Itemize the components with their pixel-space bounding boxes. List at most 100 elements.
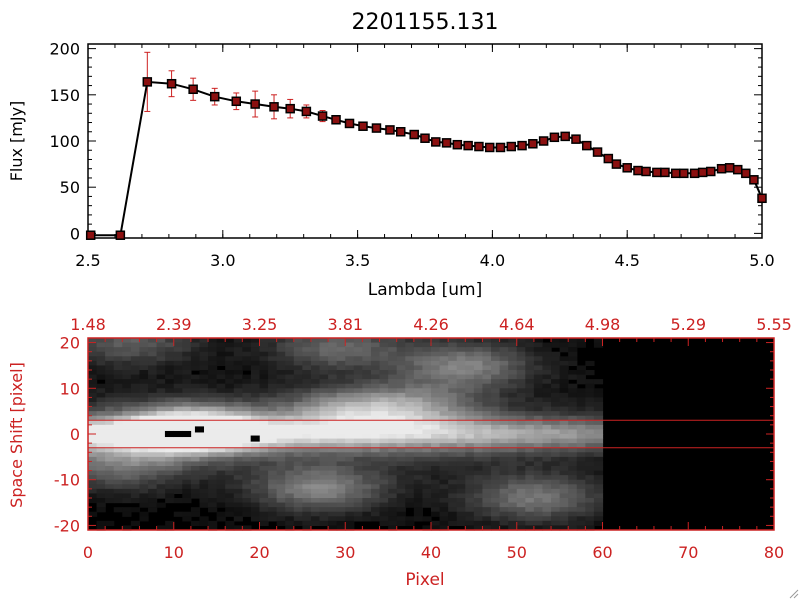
image-pixel [182,493,192,499]
image-pixel [268,392,278,399]
image-pixel [148,466,158,472]
image-pixel [525,397,535,403]
image-pixel [576,447,586,453]
image-pixel [96,493,106,499]
data-point [732,164,743,175]
image-pixel [388,338,398,344]
image-pixel [208,456,218,463]
image-pixel [216,383,226,389]
image-pixel [208,347,218,353]
image-pixel [388,356,398,362]
image-pixel [250,479,261,485]
image-pixel [413,379,424,385]
image-pixel [456,466,466,472]
image-pixel [276,456,286,463]
resize-grip-icon[interactable] [789,589,799,599]
image-pixel [96,342,106,348]
image-pixel [559,392,569,399]
image-pixel [208,374,218,380]
image-pixel [465,406,475,412]
image-pixel [499,402,509,408]
image-pixel [353,374,363,380]
image-pixel [208,342,218,348]
image-pixel [345,392,355,399]
image-pixel [113,452,123,458]
image-pixel [568,429,578,435]
image-pixel [208,470,218,476]
image-pixel [259,406,269,412]
image-pixel [259,484,269,490]
image-pixel [482,370,492,376]
image-pixel [250,356,261,362]
image-pixel [259,429,269,435]
image-pixel [345,342,355,348]
image-pixel [96,438,106,444]
image-pixel [516,484,526,490]
x-tick-label: 4.5 [614,251,639,270]
image-pixel [285,424,295,431]
image-pixel [225,347,235,353]
image-pixel [88,356,98,362]
image-pixel [113,429,123,435]
image-pixel [593,415,604,421]
image-pixel [585,438,595,444]
image-pixel [353,402,363,408]
image-pixel [336,461,346,467]
image-pixel [448,493,458,499]
image-pixel [96,370,106,376]
image-pixel [362,429,372,435]
image-pixel [388,370,398,376]
image-pixel [551,379,561,385]
image-pixel [302,516,312,522]
image-pixel [491,360,501,367]
image-pixel [422,438,432,444]
image-pixel [165,461,175,467]
image-pixel [319,488,329,495]
image-pixel [182,342,192,348]
image-pixel [370,470,381,476]
image-pixel [130,406,141,412]
image-pixel [208,411,218,417]
image-pixel [268,379,278,385]
image-pixel [491,520,501,527]
image-pixel [165,351,175,357]
image-pixel [345,365,355,371]
x-tick-label: 3.0 [210,251,235,270]
image-pixel [216,502,226,508]
image-pixel [576,388,586,394]
image-pixel [173,479,183,485]
image-pixel [310,379,321,385]
image-pixel [208,338,218,344]
image-pixel [113,370,123,376]
image-pixel [130,415,141,421]
image-pixel [516,507,526,513]
image-pixel [319,383,329,389]
image-pixel [370,466,381,472]
image-pixel [456,502,466,508]
image-pixel [379,438,389,444]
image-pixel [379,470,389,476]
image-pixel [225,360,235,367]
image-pixel [190,374,201,380]
image-pixel [173,443,183,449]
image-pixel [148,434,158,440]
image-pixel [499,338,509,344]
image-pixel [233,411,243,417]
image-pixel [190,447,201,453]
image-pixel [268,511,278,517]
image-pixel [310,370,321,376]
image-pixel [310,475,321,481]
image-pixel [499,507,509,513]
image-pixel [113,507,123,513]
image-pixel [139,484,149,490]
image-pixel [148,397,158,403]
image-pixel [431,475,441,481]
image-pixel [242,493,252,499]
image-pixel [173,374,183,380]
image-pixel [525,484,535,490]
image-pixel [559,388,569,394]
image-pixel [508,420,518,426]
image-pixel [593,484,604,490]
image-pixel [439,424,449,431]
image-pixel [293,360,303,367]
